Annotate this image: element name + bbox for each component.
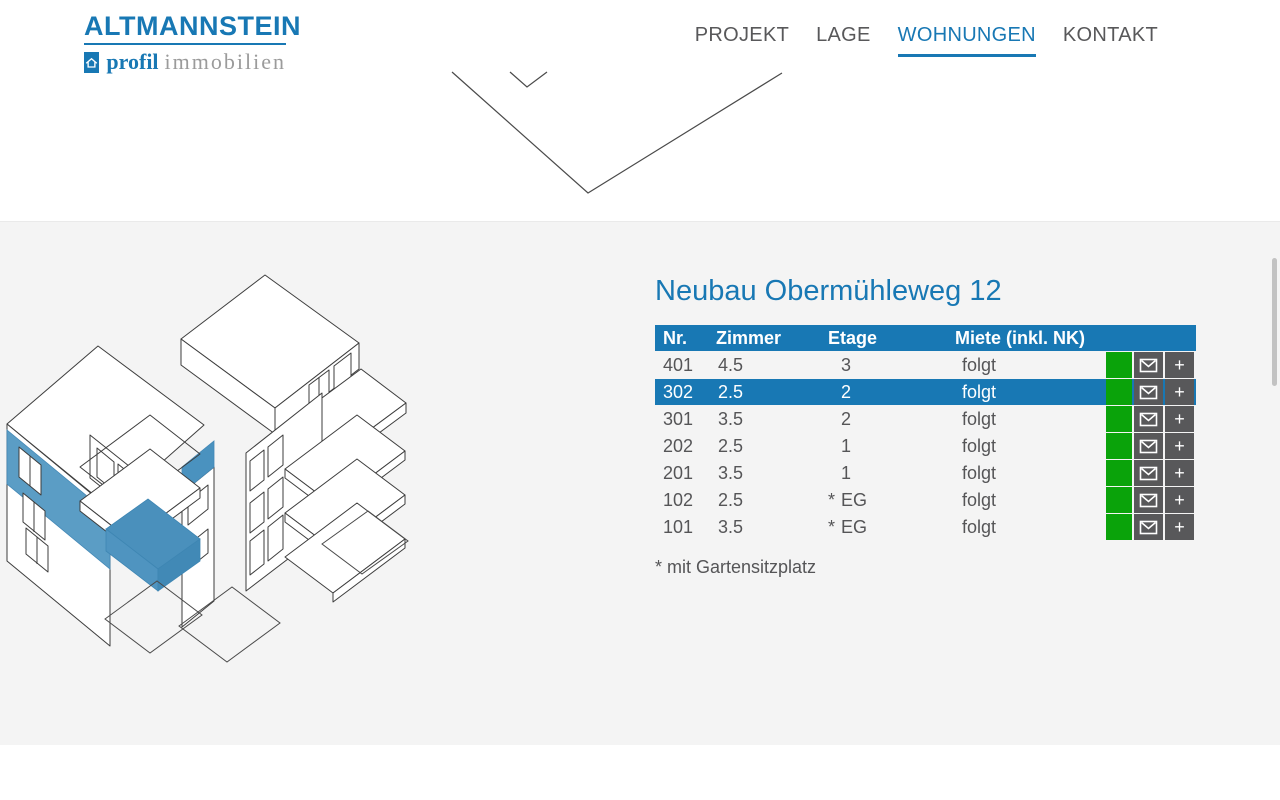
col-header-miete: Miete (inkl. NK) <box>955 328 1086 348</box>
row-actions: + <box>1106 379 1196 405</box>
apartment-row-302[interactable]: 302 2.5 2 folgt + <box>655 379 1196 405</box>
apartment-row-102[interactable]: 102 2.5 * EG folgt + <box>655 487 1196 513</box>
cell-etage: 3 <box>841 355 852 375</box>
expand-button[interactable]: + <box>1165 514 1194 540</box>
cell-miete: folgt <box>962 517 997 537</box>
cell-zimmer: 2.5 <box>718 436 744 456</box>
garden-footnote: * mit Gartensitzplatz <box>655 557 817 577</box>
expand-button[interactable]: + <box>1165 379 1194 405</box>
row-actions: + <box>1106 514 1196 540</box>
cell-miete: folgt <box>962 490 997 510</box>
table-header-row: Nr. Zimmer Etage Miete (inkl. NK) <box>655 325 1196 351</box>
col-header-zimmer: Zimmer <box>716 328 782 348</box>
status-square <box>1106 514 1132 540</box>
building-isometric-drawing <box>6 274 409 663</box>
page-title: Neubau Obermühleweg 12 <box>655 275 1002 307</box>
mail-button[interactable] <box>1134 487 1163 513</box>
scrollbar-thumb[interactable] <box>1272 258 1277 386</box>
cell-miete: folgt <box>962 355 997 375</box>
envelope-icon <box>1139 412 1158 427</box>
envelope-icon <box>1139 466 1158 481</box>
status-square <box>1106 352 1132 378</box>
cell-nr: 202 <box>663 436 694 456</box>
nav-item-lage[interactable]: LAGE <box>816 24 871 46</box>
cell-etage: * EG <box>828 490 868 510</box>
cell-zimmer: 3.5 <box>718 409 744 429</box>
envelope-icon <box>1139 385 1158 400</box>
cell-nr: 301 <box>663 409 694 429</box>
envelope-icon <box>1139 358 1158 373</box>
apartment-row-201[interactable]: 201 3.5 1 folgt + <box>655 460 1196 486</box>
col-header-nr: Nr. <box>663 328 688 348</box>
cell-etage: 1 <box>841 463 852 483</box>
cell-miete: folgt <box>962 409 997 429</box>
brand-sub-light: immobilien <box>164 49 286 74</box>
status-square <box>1106 433 1132 459</box>
cell-miete: folgt <box>962 382 997 402</box>
brand-rule <box>84 43 286 45</box>
apartment-row-101[interactable]: 101 3.5 * EG folgt + <box>655 514 1196 540</box>
row-actions: + <box>1106 487 1196 513</box>
cell-nr: 401 <box>663 355 694 375</box>
cell-nr: 101 <box>663 517 694 537</box>
footer-section <box>0 745 1280 800</box>
row-actions: + <box>1106 352 1196 378</box>
brand-logo[interactable]: ALTMANNSTEIN profil immobilien <box>84 11 301 75</box>
mail-button[interactable] <box>1134 460 1163 486</box>
envelope-icon <box>1139 439 1158 454</box>
mail-button[interactable] <box>1134 406 1163 432</box>
cell-zimmer: 2.5 <box>718 490 744 510</box>
expand-button[interactable]: + <box>1165 433 1194 459</box>
status-square <box>1106 406 1132 432</box>
expand-button[interactable]: + <box>1165 460 1194 486</box>
cell-zimmer: 3.5 <box>718 517 744 537</box>
row-actions: + <box>1106 406 1196 432</box>
status-square <box>1106 460 1132 486</box>
expand-button[interactable]: + <box>1165 487 1194 513</box>
brand-name: ALTMANNSTEIN <box>84 11 301 41</box>
brand-sub-bold: profil <box>106 49 159 74</box>
cell-nr: 302 <box>663 382 694 402</box>
mail-button[interactable] <box>1134 352 1163 378</box>
cell-miete: folgt <box>962 436 997 456</box>
status-square <box>1106 487 1132 513</box>
apartment-row-202[interactable]: 202 2.5 1 folgt + <box>655 433 1196 459</box>
envelope-icon <box>1139 520 1158 535</box>
col-header-etage: Etage <box>828 328 878 348</box>
cell-nr: 102 <box>663 490 694 510</box>
apartment-row-301[interactable]: 301 3.5 2 folgt + <box>655 406 1196 432</box>
cell-etage: * EG <box>828 517 868 537</box>
row-actions: + <box>1106 460 1196 486</box>
cell-nr: 201 <box>663 463 694 483</box>
envelope-icon <box>1139 493 1158 508</box>
apartments-section: Neubau Obermühleweg 12 Nr. Zimmer Etage … <box>0 221 1280 745</box>
cell-etage: 2 <box>841 382 852 402</box>
row-actions: + <box>1106 433 1196 459</box>
expand-button[interactable]: + <box>1165 406 1194 432</box>
house-icon <box>84 51 100 73</box>
apartment-row-401[interactable]: 401 4.5 3 folgt + <box>655 352 1196 378</box>
apartment-panel: Neubau Obermühleweg 12 Nr. Zimmer Etage … <box>655 273 1196 578</box>
cell-etage: 2 <box>841 409 852 429</box>
main-nav: PROJEKT LAGE WOHNUNGEN KONTAKT <box>695 24 1158 57</box>
cell-zimmer: 4.5 <box>718 355 744 375</box>
nav-item-projekt[interactable]: PROJEKT <box>694 24 790 46</box>
cell-miete: folgt <box>962 463 997 483</box>
nav-item-kontakt[interactable]: KONTAKT <box>1062 24 1158 46</box>
status-square <box>1106 379 1132 405</box>
expand-button[interactable]: + <box>1165 352 1194 378</box>
header-section: ALTMANNSTEIN profil immobilien PROJEKT LA… <box>0 0 1280 221</box>
mail-button[interactable] <box>1134 433 1163 459</box>
apartment-table: Nr. Zimmer Etage Miete (inkl. NK) 401 4.5… <box>655 325 1196 540</box>
building-wireframe-top-fragment <box>451 71 783 194</box>
mail-button[interactable] <box>1134 514 1163 540</box>
nav-item-wohnungen[interactable]: WOHNUNGEN <box>897 24 1036 57</box>
cell-zimmer: 3.5 <box>718 463 744 483</box>
cell-zimmer: 2.5 <box>718 382 744 402</box>
cell-etage: 1 <box>841 436 852 456</box>
mail-button[interactable] <box>1134 379 1163 405</box>
